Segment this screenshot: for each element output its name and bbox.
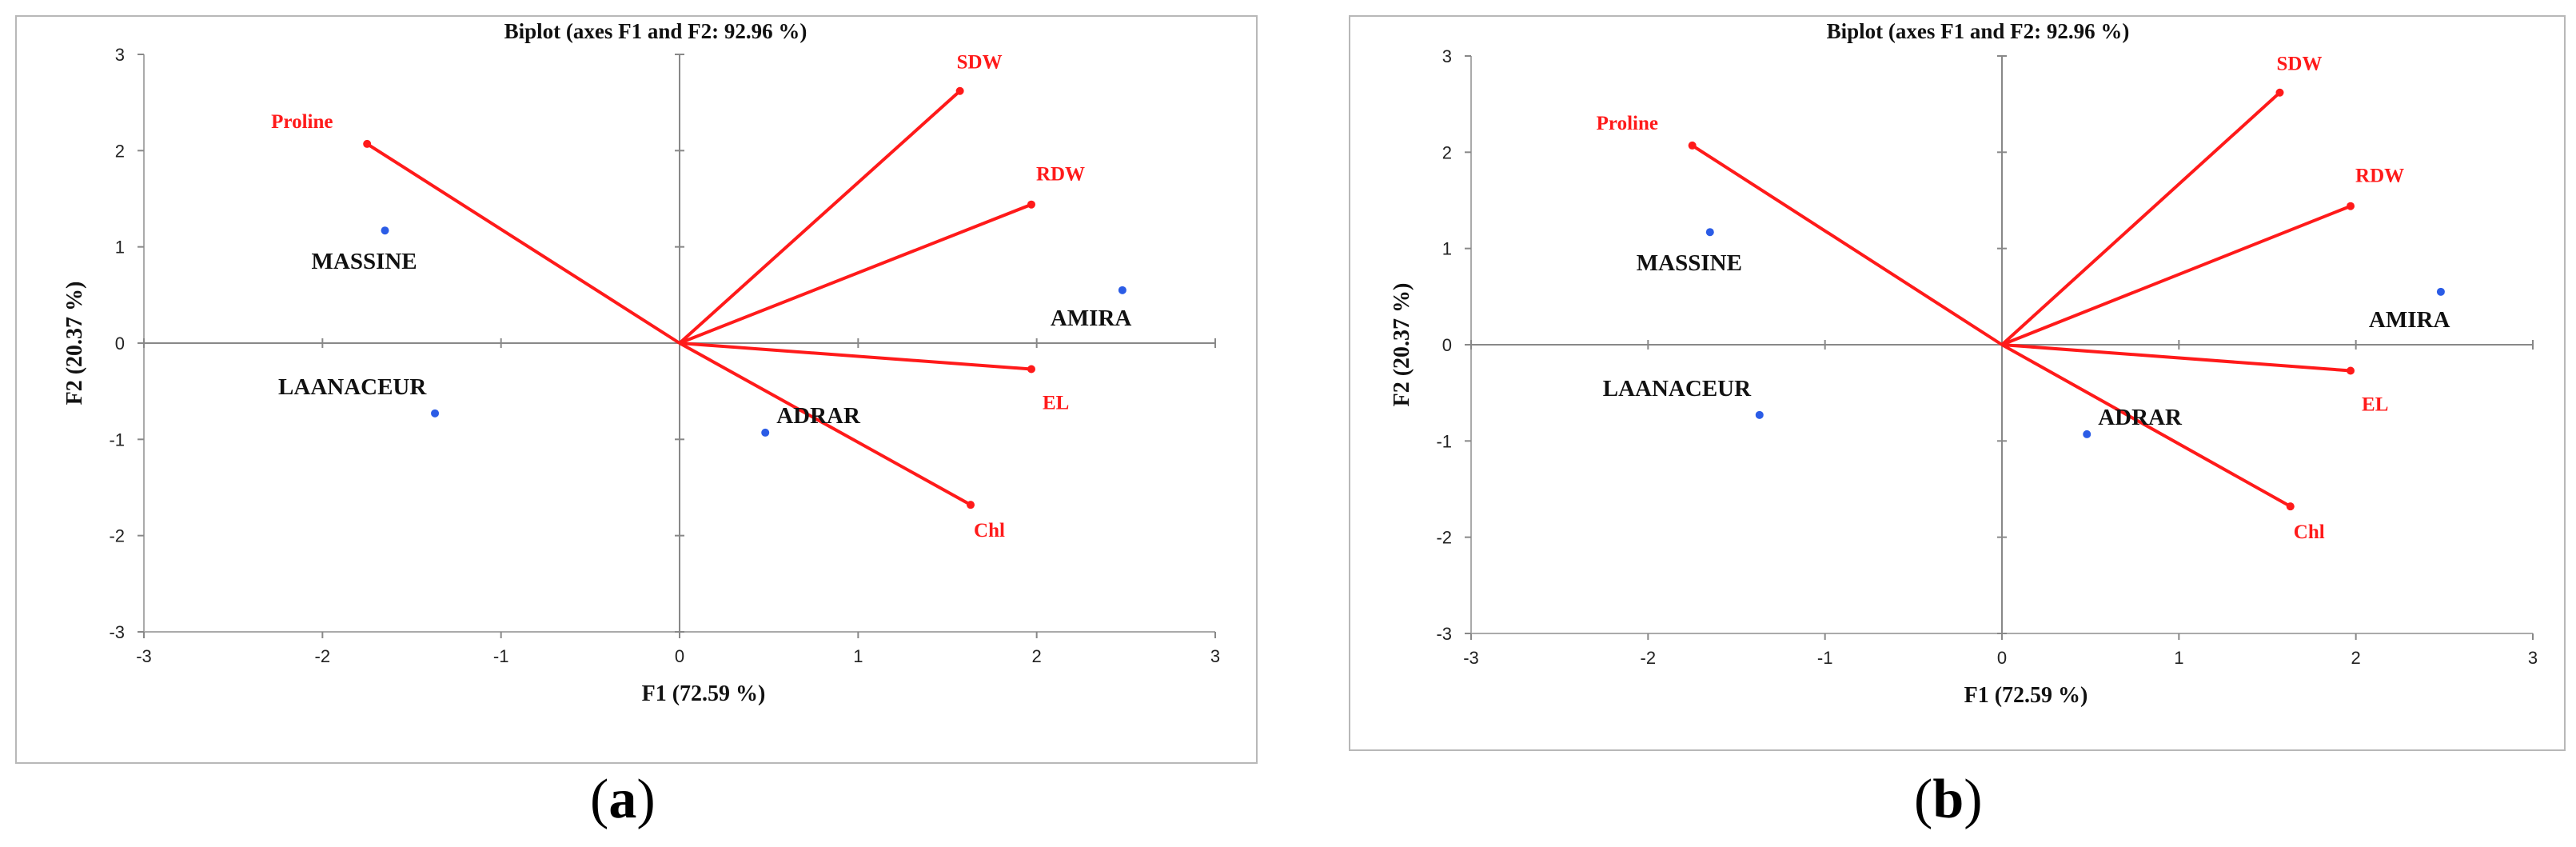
vector-sdw — [2000, 91, 2281, 346]
vector-chl — [679, 342, 972, 506]
y-tick-label: 0 — [115, 334, 125, 354]
vector-label-rdw: RDW — [1036, 164, 1085, 186]
y-axis-label: F2 (20.37 %) — [1390, 283, 1414, 407]
x-tick-label: -3 — [1463, 648, 1479, 668]
y-tick-label: 1 — [1442, 239, 1452, 259]
y-tick-label: 3 — [115, 45, 125, 65]
biplot-panel-a: -3 -2 -1 0 1 2 3 -3 -2 -1 0 1 2 3 Biplot (axes F1 and … — [0, 0, 1279, 847]
vector-tip-chl — [2286, 502, 2295, 511]
x-tick-label: -1 — [1817, 648, 1833, 668]
chart-title: Biplot (axes F1 and F2: 92.96 %) — [1827, 19, 2130, 43]
x-tick-label: 3 — [2528, 648, 2538, 668]
vector-tip-rdw — [2347, 202, 2355, 210]
panel-caption-a: (a) — [590, 769, 656, 830]
observation-point-laanaceur — [431, 409, 440, 418]
y-tick-label: -1 — [109, 429, 125, 449]
observation-label-massine: MASSINE — [312, 249, 417, 274]
vector-tip-rdw — [1027, 200, 1035, 209]
vector-tip-chl — [967, 501, 975, 509]
observation-label-amira: AMIRA — [2369, 307, 2450, 333]
vector-label-sdw: SDW — [957, 52, 1003, 74]
vector-tip-proline — [363, 139, 372, 148]
x-tick-label: 1 — [853, 646, 863, 666]
biplot-panel-b: -3 -2 -1 0 1 2 3 -3 -2 -1 0 1 2 3 Biplot (axes F1 and … — [1311, 0, 2576, 847]
observation-point-massine — [1705, 228, 1714, 237]
vector-label-el: EL — [1043, 392, 1069, 414]
x-tick-label: -3 — [136, 646, 152, 666]
x-tick-label: -2 — [1641, 648, 1657, 668]
vector-el — [2001, 343, 2351, 373]
x-tick-label: 0 — [675, 646, 684, 666]
vector-el — [679, 342, 1032, 371]
vector-proline — [366, 142, 681, 345]
vector-label-rdw: RDW — [2355, 166, 2404, 187]
y-tick-label: -2 — [1436, 528, 1452, 548]
x-tick-label: -1 — [493, 646, 509, 666]
vector-tip-el — [2347, 366, 2355, 375]
x-tick-label: 2 — [2351, 648, 2361, 668]
chart-frame — [1349, 15, 2566, 751]
x-tick-label: 0 — [1997, 648, 2007, 668]
y-tick-label: 2 — [115, 141, 125, 161]
vector-tip-sdw — [2275, 88, 2284, 97]
chart-title: Biplot (axes F1 and F2: 92.96 %) — [504, 19, 807, 43]
vector-label-proline: Proline — [271, 111, 333, 133]
chart-frame — [15, 15, 1258, 764]
y-tick-label: 0 — [1442, 335, 1452, 355]
vector-proline — [1691, 144, 2004, 346]
x-axis-label: F1 (72.59 %) — [642, 681, 766, 706]
vector-sdw — [678, 90, 961, 345]
observation-point-massine — [381, 226, 389, 235]
panel-caption-b: (b) — [1914, 769, 1983, 830]
vector-label-el: EL — [2362, 394, 2388, 415]
biplot-chart-b: -3 -2 -1 0 1 2 3 -3 -2 -1 0 1 2 3 Biplot (axes F1 and … — [1349, 15, 2566, 751]
observation-point-amira — [2436, 287, 2445, 296]
y-tick-label: 3 — [1442, 46, 1452, 66]
x-tick-label: 3 — [1210, 646, 1220, 666]
vector-label-proline: Proline — [1597, 113, 1658, 134]
y-tick-label: -3 — [109, 622, 125, 642]
y-tick-label: 2 — [1442, 142, 1452, 162]
vector-tip-sdw — [955, 86, 964, 95]
vector-rdw — [2001, 204, 2351, 346]
vector-rdw — [679, 202, 1032, 345]
observation-label-laanaceur: LAANACEUR — [1603, 376, 1752, 402]
y-tick-label: -3 — [1436, 624, 1452, 644]
y-tick-label: 1 — [115, 238, 125, 258]
x-axis-label: F1 (72.59 %) — [1964, 683, 2088, 708]
observation-label-massine: MASSINE — [1637, 250, 1742, 276]
vector-label-sdw: SDW — [2276, 54, 2322, 75]
x-tick-label: 2 — [1032, 646, 1042, 666]
vector-tip-proline — [1688, 141, 1697, 150]
observation-point-laanaceur — [1755, 410, 1764, 419]
y-tick-label: -1 — [1436, 431, 1452, 451]
observation-point-adrar — [761, 428, 770, 437]
vector-label-chl: Chl — [2294, 521, 2325, 543]
observation-label-amira: AMIRA — [1051, 306, 1132, 331]
x-tick-label: 1 — [2174, 648, 2183, 668]
vector-chl — [2001, 343, 2291, 508]
x-tick-label: -2 — [315, 646, 331, 666]
observation-label-adrar: ADRAR — [776, 403, 861, 429]
observation-point-adrar — [2083, 429, 2092, 438]
observation-label-laanaceur: LAANACEUR — [278, 374, 427, 400]
y-tick-label: -2 — [109, 526, 125, 546]
observation-point-amira — [1118, 286, 1127, 294]
y-axis-label: F2 (20.37 %) — [62, 282, 87, 406]
biplot-chart-a: -3 -2 -1 0 1 2 3 -3 -2 -1 0 1 2 3 Biplot (axes F1 and … — [15, 15, 1258, 764]
vector-tip-el — [1027, 365, 1035, 374]
observation-label-adrar: ADRAR — [2098, 405, 2183, 430]
vector-label-chl: Chl — [974, 520, 1005, 541]
